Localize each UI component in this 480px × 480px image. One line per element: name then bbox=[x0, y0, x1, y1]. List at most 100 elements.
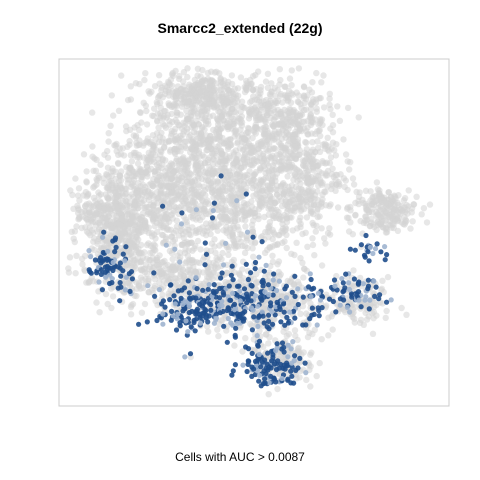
cell-point-background bbox=[322, 141, 330, 149]
cell-point-background bbox=[279, 99, 286, 106]
cell-point-background bbox=[266, 183, 274, 190]
cell-point-background bbox=[265, 391, 272, 398]
cell-point-background bbox=[238, 98, 246, 105]
cell-point-background bbox=[373, 301, 380, 309]
cell-point-background bbox=[199, 256, 207, 263]
cell-point-background bbox=[284, 277, 291, 285]
cell-point-background bbox=[324, 146, 332, 153]
cell-point-background bbox=[115, 220, 122, 228]
cell-point-background bbox=[111, 194, 119, 202]
cell-point-background bbox=[191, 245, 198, 252]
cell-point-highlighted bbox=[240, 362, 246, 368]
cell-point-background bbox=[385, 196, 392, 204]
cell-point-background bbox=[233, 95, 240, 102]
cell-point-background bbox=[100, 179, 107, 187]
cell-point-background bbox=[266, 146, 273, 153]
chart-caption: Cells with AUC > 0.0087 bbox=[175, 450, 305, 464]
cell-point-background bbox=[306, 86, 313, 93]
cell-point-background bbox=[378, 286, 385, 294]
cell-point-background bbox=[317, 132, 324, 140]
cell-point-background bbox=[139, 223, 147, 230]
cell-point-background bbox=[228, 72, 236, 79]
cell-point-background bbox=[302, 229, 309, 236]
cell-point-highlighted bbox=[333, 309, 339, 315]
cell-point-background bbox=[232, 127, 239, 135]
cell-point-highlighted bbox=[276, 278, 282, 284]
cell-point-highlighted bbox=[185, 329, 191, 335]
cell-point-background bbox=[321, 235, 328, 242]
cell-point-highlighted bbox=[136, 321, 142, 327]
cell-point-background bbox=[137, 109, 144, 117]
cell-point-background bbox=[329, 139, 337, 146]
cell-point-background bbox=[265, 271, 272, 279]
cell-point-background bbox=[150, 203, 157, 210]
cell-point-background bbox=[307, 201, 315, 208]
cell-point-background bbox=[383, 213, 390, 220]
cell-point-highlighted bbox=[362, 254, 368, 260]
cell-point-background bbox=[157, 224, 165, 231]
cell-point-highlighted bbox=[115, 264, 121, 270]
cell-point-background bbox=[175, 158, 182, 165]
cell-point-highlighted bbox=[188, 324, 194, 330]
cell-point-background bbox=[246, 168, 253, 175]
cell-point-background bbox=[284, 141, 292, 148]
cell-point-background bbox=[293, 173, 300, 180]
cell-point-background bbox=[176, 249, 184, 256]
cell-point-background bbox=[352, 199, 359, 207]
cell-point-background bbox=[369, 330, 377, 337]
cell-point-background bbox=[231, 201, 238, 209]
cell-point-background bbox=[79, 261, 86, 268]
cell-point-background bbox=[234, 223, 241, 230]
cell-point-background bbox=[160, 144, 168, 151]
cell-point-highlighted bbox=[268, 303, 274, 309]
cell-point-background bbox=[201, 107, 209, 114]
cell-point-highlighted bbox=[183, 318, 189, 324]
cell-point-background bbox=[138, 309, 146, 316]
cell-point-background bbox=[230, 238, 238, 245]
cell-point-highlighted bbox=[118, 273, 124, 279]
cell-point-background bbox=[186, 206, 194, 213]
cell-point-background bbox=[108, 168, 115, 176]
cell-point-highlighted bbox=[223, 240, 229, 246]
cell-point-background bbox=[172, 101, 179, 109]
cell-point-background bbox=[312, 130, 319, 137]
cell-point-background bbox=[90, 278, 97, 285]
cell-point-background bbox=[115, 160, 122, 167]
cell-point-background bbox=[115, 107, 123, 115]
cell-point-background bbox=[268, 167, 275, 174]
cell-point-background bbox=[293, 239, 300, 246]
cell-point-background bbox=[208, 150, 216, 157]
cell-point-background bbox=[322, 240, 329, 247]
cell-point-background bbox=[138, 173, 145, 181]
cell-point-background bbox=[379, 205, 386, 213]
cell-point-background bbox=[128, 191, 136, 198]
cell-point-background bbox=[282, 186, 289, 194]
cell-point-background bbox=[229, 100, 236, 107]
cell-point-background bbox=[336, 117, 344, 125]
cell-point-background bbox=[175, 121, 182, 128]
cell-point-background bbox=[373, 197, 380, 204]
cell-point-background bbox=[405, 187, 412, 194]
cell-point-highlighted bbox=[96, 257, 102, 263]
cell-point-highlighted bbox=[251, 314, 257, 320]
cell-point-highlighted bbox=[173, 327, 180, 333]
cell-point-background bbox=[178, 193, 185, 200]
cell-point-background bbox=[211, 69, 219, 76]
cell-point-highlighted bbox=[243, 261, 249, 267]
cell-point-background bbox=[71, 228, 79, 235]
cell-point-background bbox=[219, 160, 226, 168]
cell-point-background bbox=[325, 314, 332, 321]
cell-point-background bbox=[199, 230, 207, 237]
cell-point-background bbox=[72, 175, 79, 182]
cell-point-highlighted bbox=[127, 288, 133, 294]
cell-point-background bbox=[263, 157, 271, 164]
cell-point-background bbox=[177, 167, 185, 175]
cell-point-background bbox=[190, 89, 197, 97]
cell-point-background bbox=[214, 161, 221, 168]
cell-point-background bbox=[195, 181, 202, 188]
cell-point-background bbox=[160, 196, 167, 204]
cell-point-background bbox=[184, 201, 191, 208]
cell-point-background bbox=[218, 256, 225, 263]
cell-point-highlighted bbox=[292, 315, 298, 321]
cell-point-highlighted bbox=[217, 285, 223, 292]
